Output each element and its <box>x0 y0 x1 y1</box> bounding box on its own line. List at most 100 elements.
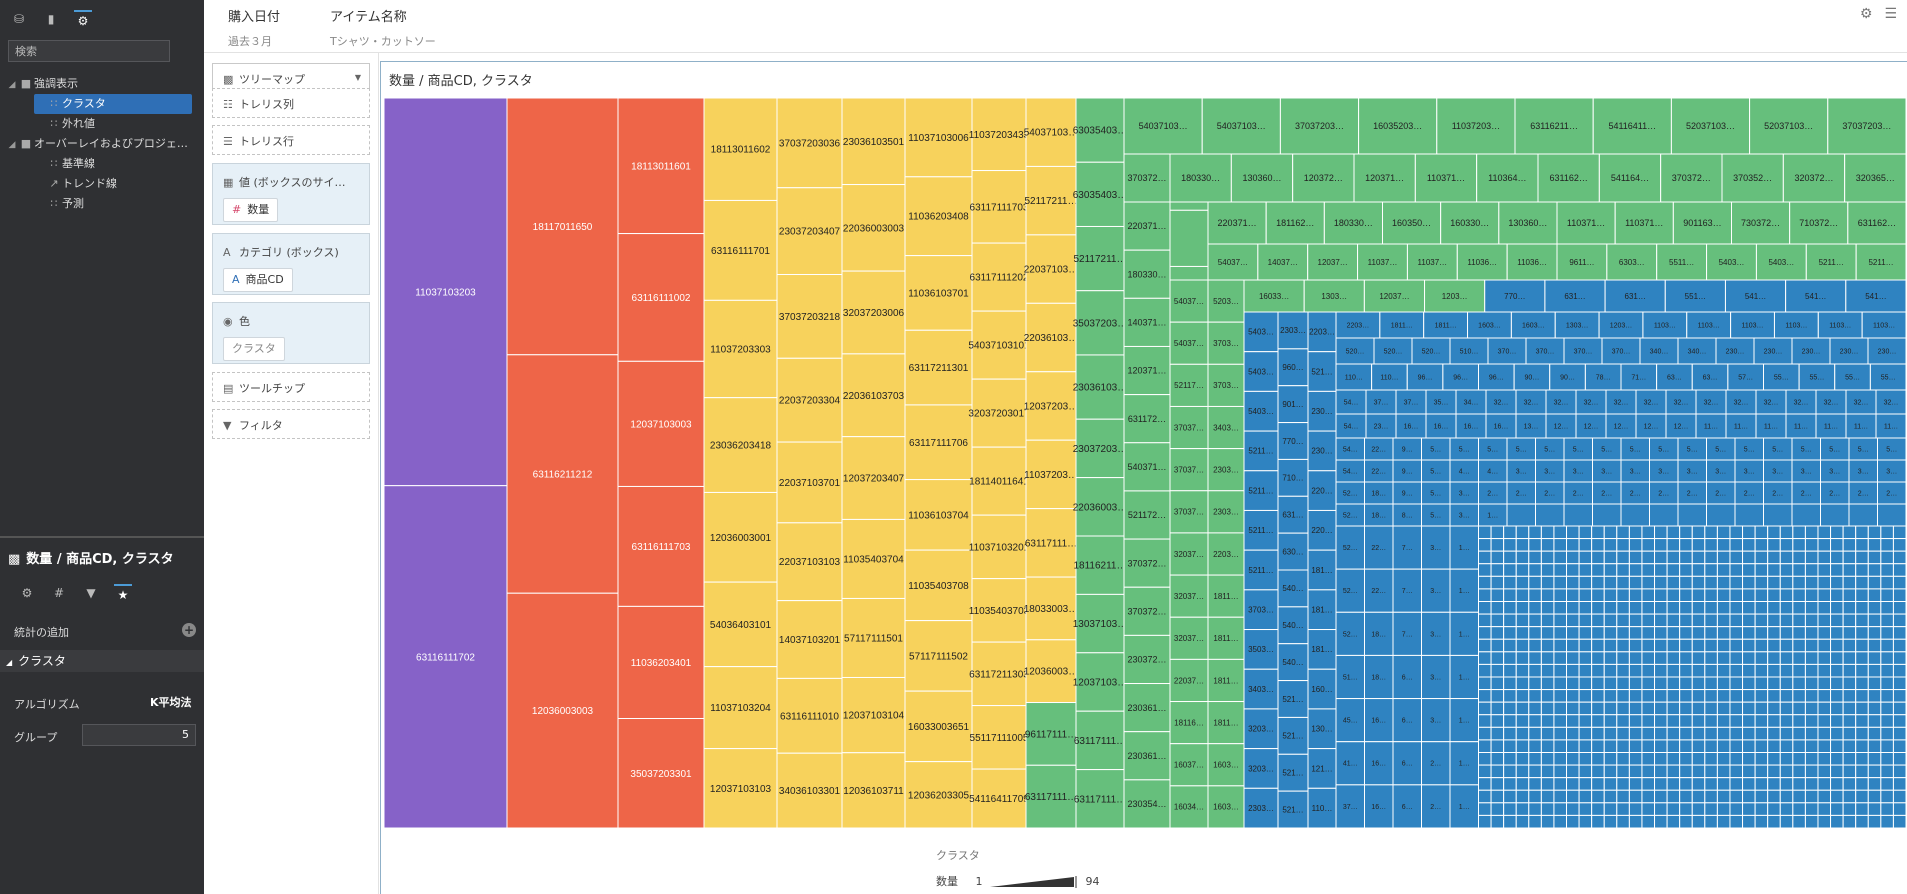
treemap-cell[interactable] <box>1503 538 1517 552</box>
treemap-cell[interactable] <box>1779 752 1794 766</box>
treemap-cell[interactable] <box>1478 363 1515 391</box>
treemap-cell[interactable] <box>1414 153 1478 203</box>
treemap-cell[interactable] <box>1578 777 1593 791</box>
treemap-cell[interactable] <box>1892 764 1906 779</box>
treemap-cell[interactable] <box>1779 701 1794 716</box>
treemap-cell[interactable] <box>1804 789 1819 804</box>
treemap-cell[interactable] <box>1603 638 1618 653</box>
treemap-cell[interactable] <box>1754 802 1769 816</box>
treemap-cell[interactable] <box>1591 676 1605 691</box>
treemap-cell[interactable] <box>1566 802 1580 816</box>
treemap-cell[interactable] <box>1855 601 1869 615</box>
treemap-cell[interactable] <box>1641 752 1656 766</box>
treemap-cell[interactable] <box>1395 413 1427 439</box>
treemap-cell[interactable] <box>1307 748 1337 789</box>
treemap-cell[interactable] <box>1892 777 1906 791</box>
treemap-cell[interactable] <box>1742 676 1756 691</box>
treemap-cell[interactable] <box>1782 153 1846 203</box>
treemap-cell[interactable] <box>1779 739 1794 754</box>
treemap-cell[interactable] <box>1641 601 1656 615</box>
treemap-cell[interactable] <box>1603 563 1618 577</box>
treemap-cell[interactable] <box>1628 601 1643 615</box>
treemap-cell[interactable] <box>1729 525 1744 540</box>
treemap-cell[interactable] <box>1716 575 1731 590</box>
treemap-cell[interactable] <box>1641 651 1656 665</box>
treemap-cell[interactable] <box>1616 726 1630 741</box>
treemap-cell[interactable] <box>1421 525 1451 570</box>
treemap-cell[interactable] <box>1628 575 1643 590</box>
treemap-cell[interactable] <box>1842 689 1857 703</box>
treemap-cell[interactable] <box>1654 701 1668 716</box>
treemap-cell[interactable] <box>1540 777 1555 791</box>
treemap-cell[interactable] <box>1830 563 1844 577</box>
treemap-cell[interactable] <box>1880 789 1894 804</box>
treemap-cell[interactable] <box>1654 538 1668 552</box>
treemap-cell[interactable] <box>1641 726 1656 741</box>
treemap-cell[interactable] <box>1323 201 1383 245</box>
treemap-cell[interactable] <box>1804 714 1819 728</box>
treemap-cell[interactable] <box>1792 550 1806 565</box>
treemap-cell[interactable] <box>1804 538 1819 552</box>
treemap-cell[interactable] <box>1679 638 1693 653</box>
algorithm-value[interactable]: K平均法 <box>150 696 192 709</box>
treemap-cell[interactable] <box>1335 525 1365 570</box>
treemap-cell[interactable] <box>1503 613 1517 628</box>
treemap-cell[interactable] <box>1616 638 1630 653</box>
treemap-cell[interactable] <box>1830 651 1844 665</box>
treemap-cell[interactable] <box>1855 752 1869 766</box>
treemap-cell[interactable] <box>1578 601 1593 615</box>
treemap-cell[interactable] <box>1804 613 1819 628</box>
treemap-cell[interactable] <box>1804 601 1819 615</box>
treemap-cell[interactable] <box>1830 588 1844 602</box>
treemap-cell[interactable] <box>1855 714 1869 728</box>
treemap-cell[interactable] <box>1169 321 1209 365</box>
treemap-cell[interactable] <box>1490 588 1505 602</box>
treemap-cell[interactable] <box>1490 701 1505 716</box>
tree-item[interactable]: ∷ 基準線 <box>34 154 96 174</box>
treemap-cell[interactable] <box>841 184 906 272</box>
tree-item[interactable]: ◢ ■ オーバーレイおよびプロジェ… <box>6 134 188 154</box>
treemap-cell[interactable] <box>1616 701 1630 716</box>
treemap-cell[interactable] <box>1566 638 1580 653</box>
treemap-cell[interactable] <box>1515 389 1547 415</box>
treemap-cell[interactable] <box>1855 814 1869 828</box>
values-chip[interactable]: # 数量 <box>223 198 279 222</box>
treemap-cell[interactable] <box>1616 777 1630 791</box>
treemap-cell[interactable] <box>1478 701 1492 716</box>
treemap-cell[interactable] <box>1867 663 1882 678</box>
treemap-cell[interactable] <box>1767 814 1781 828</box>
treemap-cell[interactable] <box>1025 576 1077 641</box>
treemap-cell[interactable] <box>1660 153 1723 203</box>
treemap-cell[interactable] <box>1553 714 1568 728</box>
treemap-cell[interactable] <box>1842 764 1857 779</box>
treemap-cell[interactable] <box>1654 626 1668 640</box>
treemap-cell[interactable] <box>1169 448 1209 492</box>
treemap-cell[interactable] <box>1553 726 1568 741</box>
treemap-cell[interactable] <box>1478 575 1492 590</box>
treemap-cell[interactable] <box>1616 789 1630 804</box>
treemap-cell[interactable] <box>1880 726 1894 741</box>
treemap-cell[interactable] <box>1704 601 1718 615</box>
treemap-cell[interactable] <box>1716 752 1731 766</box>
treemap-cell[interactable] <box>1553 663 1568 678</box>
treemap-cell[interactable] <box>1525 337 1565 365</box>
treemap-cell[interactable] <box>1754 726 1769 741</box>
treemap-cell[interactable] <box>1691 752 1706 766</box>
treemap-cell[interactable] <box>1478 739 1492 754</box>
treemap-cell[interactable] <box>1540 613 1555 628</box>
treemap-cell[interactable] <box>1716 689 1731 703</box>
treemap-cell[interactable] <box>1528 726 1542 741</box>
treemap-cell[interactable] <box>1691 726 1706 741</box>
treemap-cell[interactable] <box>1207 405 1245 450</box>
treemap-cell[interactable] <box>1449 568 1479 613</box>
treemap-cell[interactable] <box>1666 525 1681 540</box>
treemap-cell[interactable] <box>1540 626 1555 640</box>
treemap-cell[interactable] <box>1616 689 1630 703</box>
treemap-cell[interactable] <box>1578 588 1593 602</box>
treemap-cell[interactable] <box>1767 676 1781 691</box>
treemap-cell[interactable] <box>1753 337 1793 365</box>
treemap-cell[interactable] <box>1691 739 1706 754</box>
treemap-cell[interactable] <box>1628 701 1643 716</box>
treemap-cell[interactable] <box>1804 701 1819 716</box>
treemap-cell[interactable] <box>1123 683 1171 733</box>
